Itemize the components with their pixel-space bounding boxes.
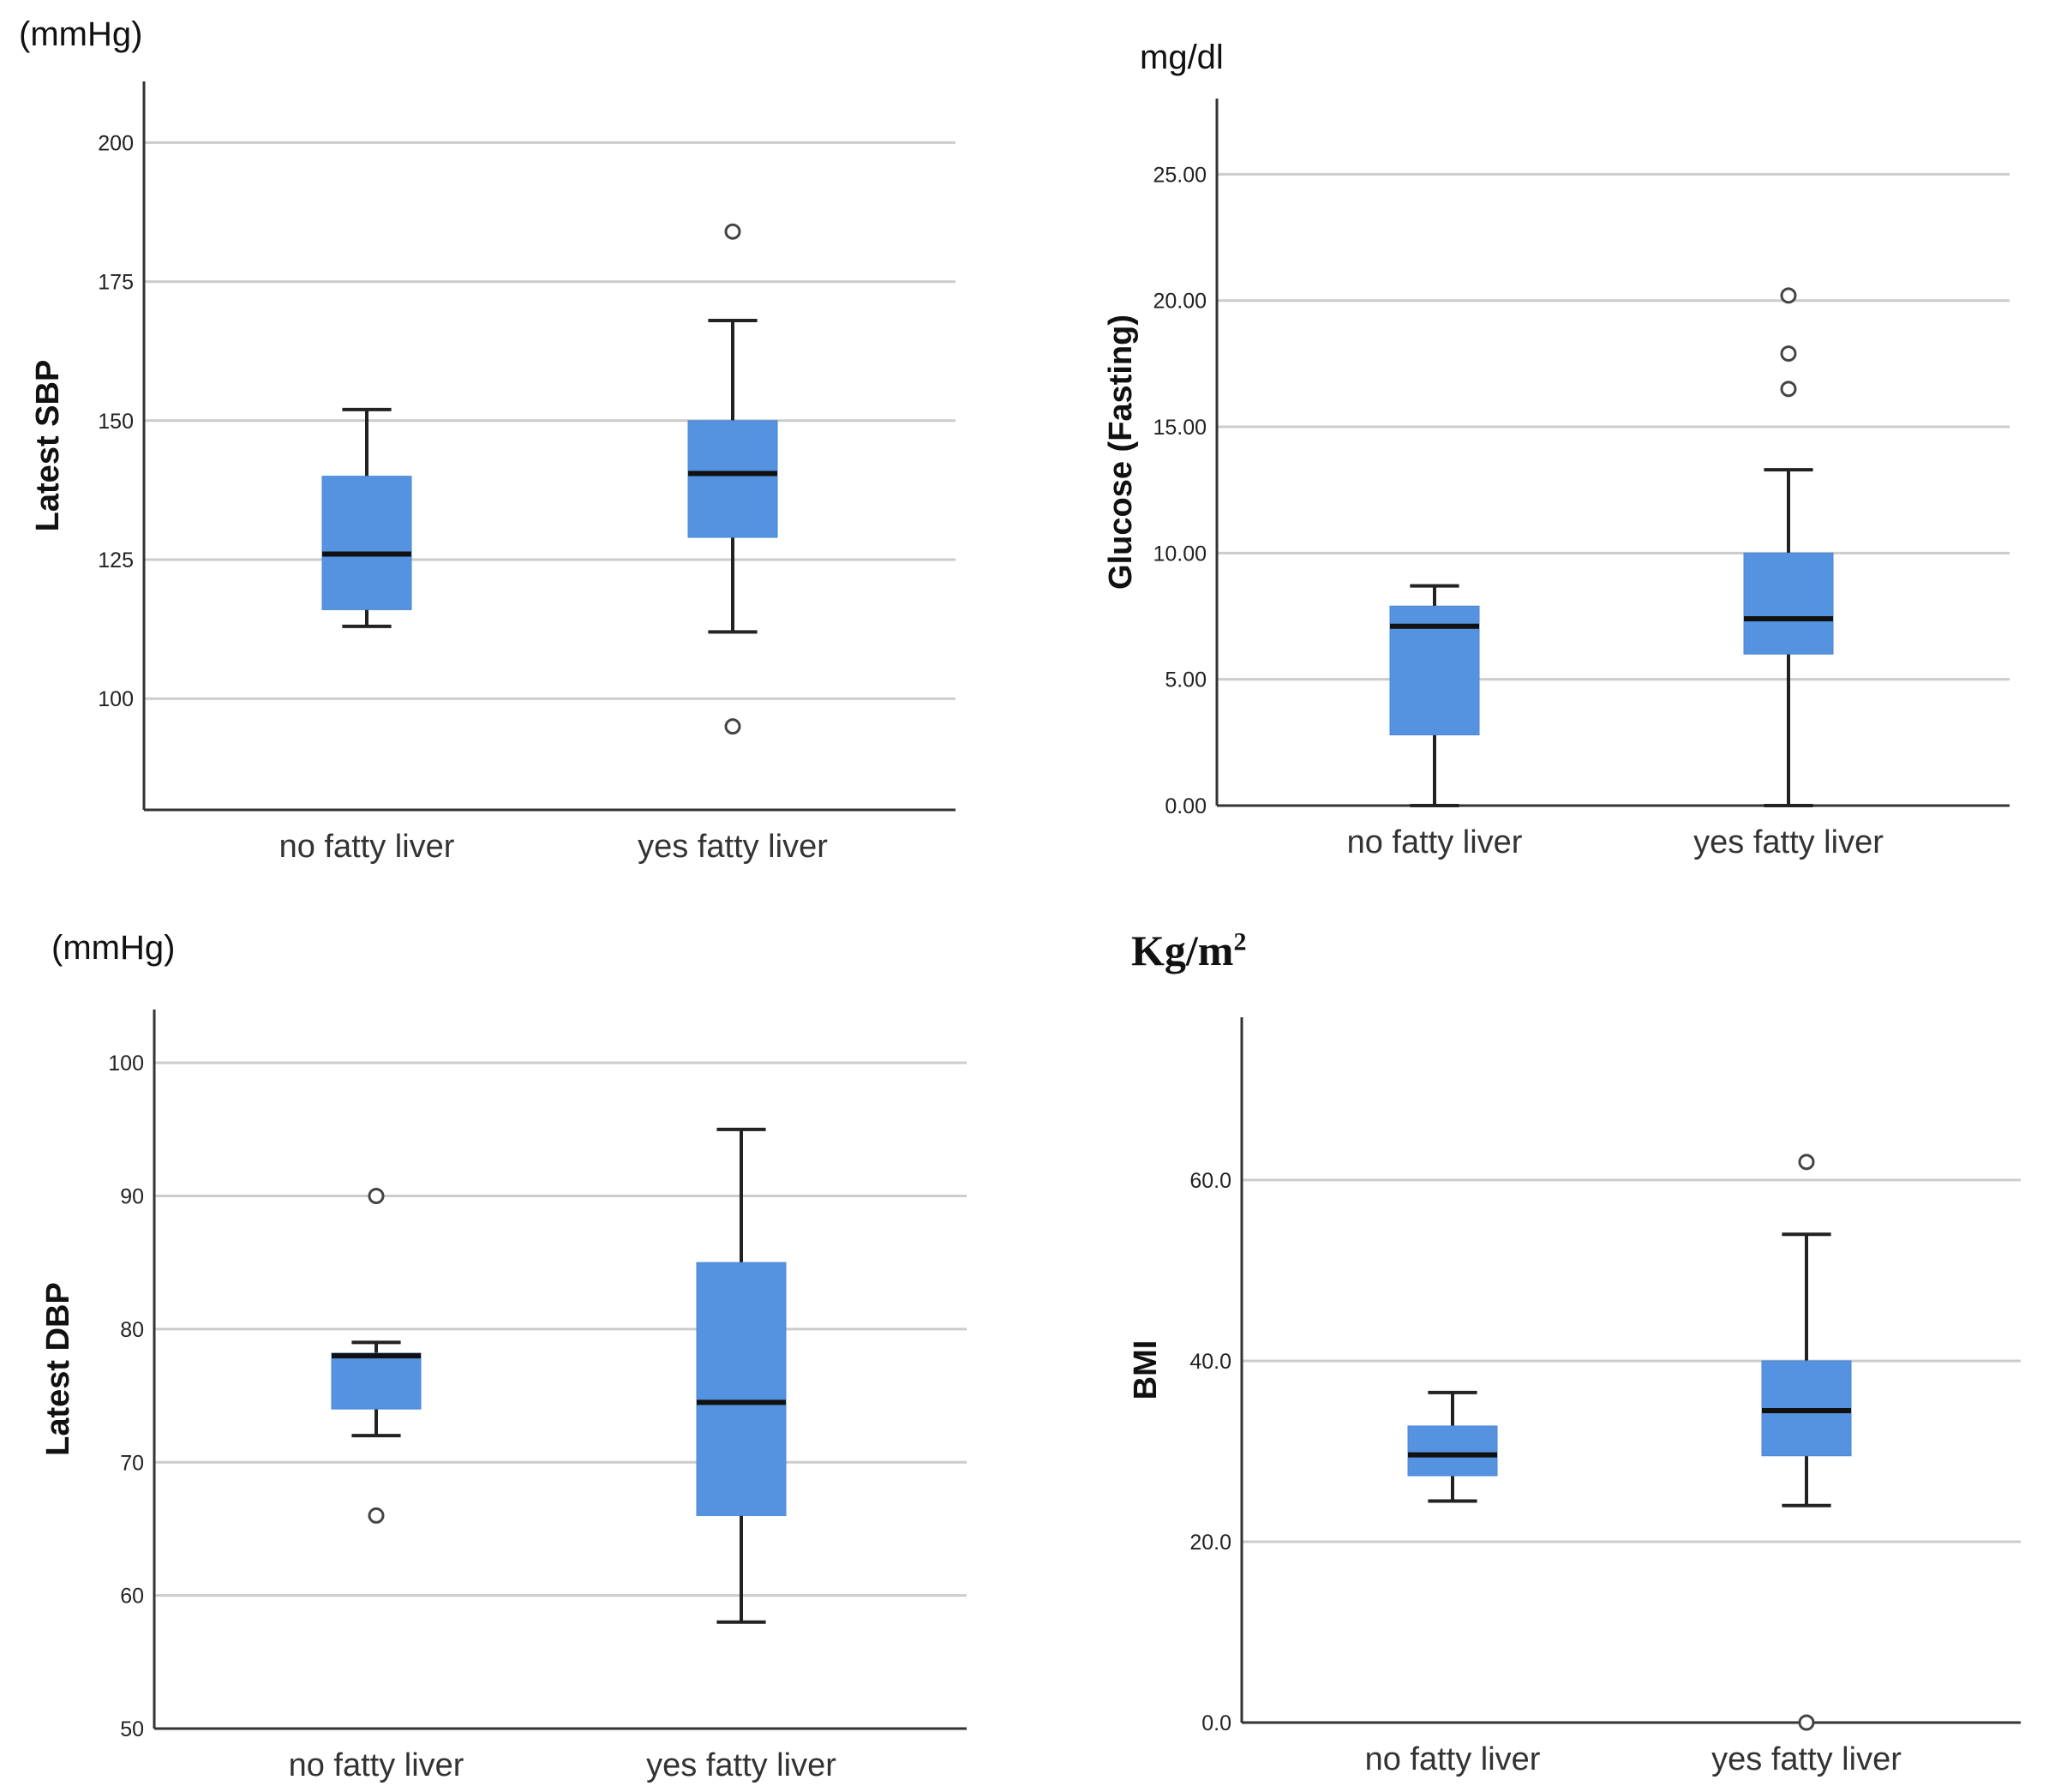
iqr-box	[1407, 1425, 1498, 1477]
box-1	[1407, 1390, 1498, 1503]
y-tick-label: 100	[108, 1052, 144, 1076]
y-tick-label: 60.0	[1189, 1169, 1231, 1193]
y-tick-label: 80	[120, 1318, 144, 1342]
iqr-box	[687, 420, 778, 538]
iqr-box	[696, 1262, 787, 1516]
box-1	[321, 407, 412, 628]
y-tick-label: 200	[98, 131, 134, 155]
iqr-box	[321, 476, 412, 610]
unit-label: (mmHg)	[51, 929, 176, 967]
y-axis-title: Glucose (Fasting)	[1103, 315, 1139, 590]
y-tick-label: 125	[98, 548, 134, 572]
panel-dbp: (mmHg) 50 60 70 80 90 100 Latest DBP no fatty l…	[0, 891, 1011, 1792]
panel-sbp: (mmHg) 100 125 150 175 200 Latest SBP no fatty…	[0, 0, 1011, 891]
y-axis-title: Latest DBP	[40, 1282, 76, 1456]
box-1	[1389, 584, 1480, 807]
y-tick-label: 40.0	[1189, 1350, 1231, 1374]
boxplot-glucose: 0.00 5.00 10.00 15.00 20.00 25.00 Glucose (Fas…	[1103, 99, 2010, 860]
y-tick-label: 20.00	[1153, 290, 1207, 314]
x-category-label: no fatty liver	[1365, 1741, 1541, 1777]
outlier-point	[724, 223, 741, 240]
iqr-box	[1743, 552, 1834, 655]
boxplot-sbp: 100 125 150 175 200 Latest SBP no fatty liver y…	[30, 81, 956, 865]
outlier-point	[724, 718, 741, 735]
unit-text: Kg/m	[1131, 926, 1234, 974]
y-tick-label: 25.00	[1153, 163, 1207, 187]
x-category-label: yes fatty liver	[1693, 824, 1884, 860]
outlier-point	[1780, 381, 1797, 398]
y-tick-label: 20.0	[1189, 1531, 1231, 1555]
x-category-label: yes fatty liver	[638, 829, 828, 865]
x-category-label: no fatty liver	[1347, 824, 1523, 860]
box-1	[331, 1188, 422, 1524]
box-2	[687, 223, 778, 735]
y-tick-label: 70	[120, 1451, 144, 1475]
x-category-label: no fatty liver	[289, 1747, 464, 1783]
box-2	[1743, 287, 1834, 807]
y-tick-label: 90	[120, 1185, 144, 1209]
y-axis-title: Latest SBP	[30, 360, 66, 532]
y-tick-label: 50	[120, 1717, 144, 1741]
y-tick-label: 15.00	[1153, 416, 1207, 440]
y-tick-label: 10.00	[1153, 542, 1207, 566]
y-axis-title: BMI	[1128, 1340, 1164, 1400]
box-2	[1761, 1154, 1852, 1731]
y-tick-label: 100	[98, 687, 134, 711]
box-2	[696, 1127, 787, 1624]
y-tick-label: 5.00	[1165, 668, 1207, 692]
outlier-point	[1798, 1714, 1815, 1731]
unit-label: mg/dl	[1140, 39, 1224, 76]
boxplot-dbp: 50 60 70 80 90 100 Latest DBP no fatty liver yes…	[40, 1010, 967, 1783]
y-tick-label: 60	[120, 1585, 144, 1609]
x-category-label: yes fatty liver	[646, 1747, 836, 1783]
y-tick-label: 150	[98, 410, 134, 434]
x-category-label: yes fatty liver	[1711, 1741, 1902, 1777]
outlier-point	[1780, 287, 1797, 304]
panel-glucose: mg/dl 0.00 5.00 10.00 15.00 20.00 25.00 Glucos…	[1011, 0, 2049, 891]
unit-label: (mmHg)	[19, 15, 143, 53]
y-tick-label: 175	[98, 271, 134, 295]
panel-bmi: Kg/m2 0.0 20.0 40.0 60.0 BMI no fatty liver ye…	[1011, 891, 2049, 1792]
boxplot-bmi: 0.0 20.0 40.0 60.0 BMI no fatty liver yes fatt…	[1128, 1017, 2021, 1777]
unit-label: Kg/m2	[1131, 926, 1246, 975]
y-tick-label: 0.00	[1165, 794, 1207, 818]
y-tick-label: 0.0	[1201, 1711, 1231, 1735]
iqr-box	[331, 1352, 422, 1410]
x-category-label: no fatty liver	[279, 829, 455, 865]
outlier-point	[368, 1188, 385, 1205]
unit-superscript: 2	[1233, 927, 1247, 956]
outlier-point	[1780, 345, 1797, 363]
outlier-point	[368, 1507, 385, 1524]
outlier-point	[1798, 1154, 1815, 1171]
